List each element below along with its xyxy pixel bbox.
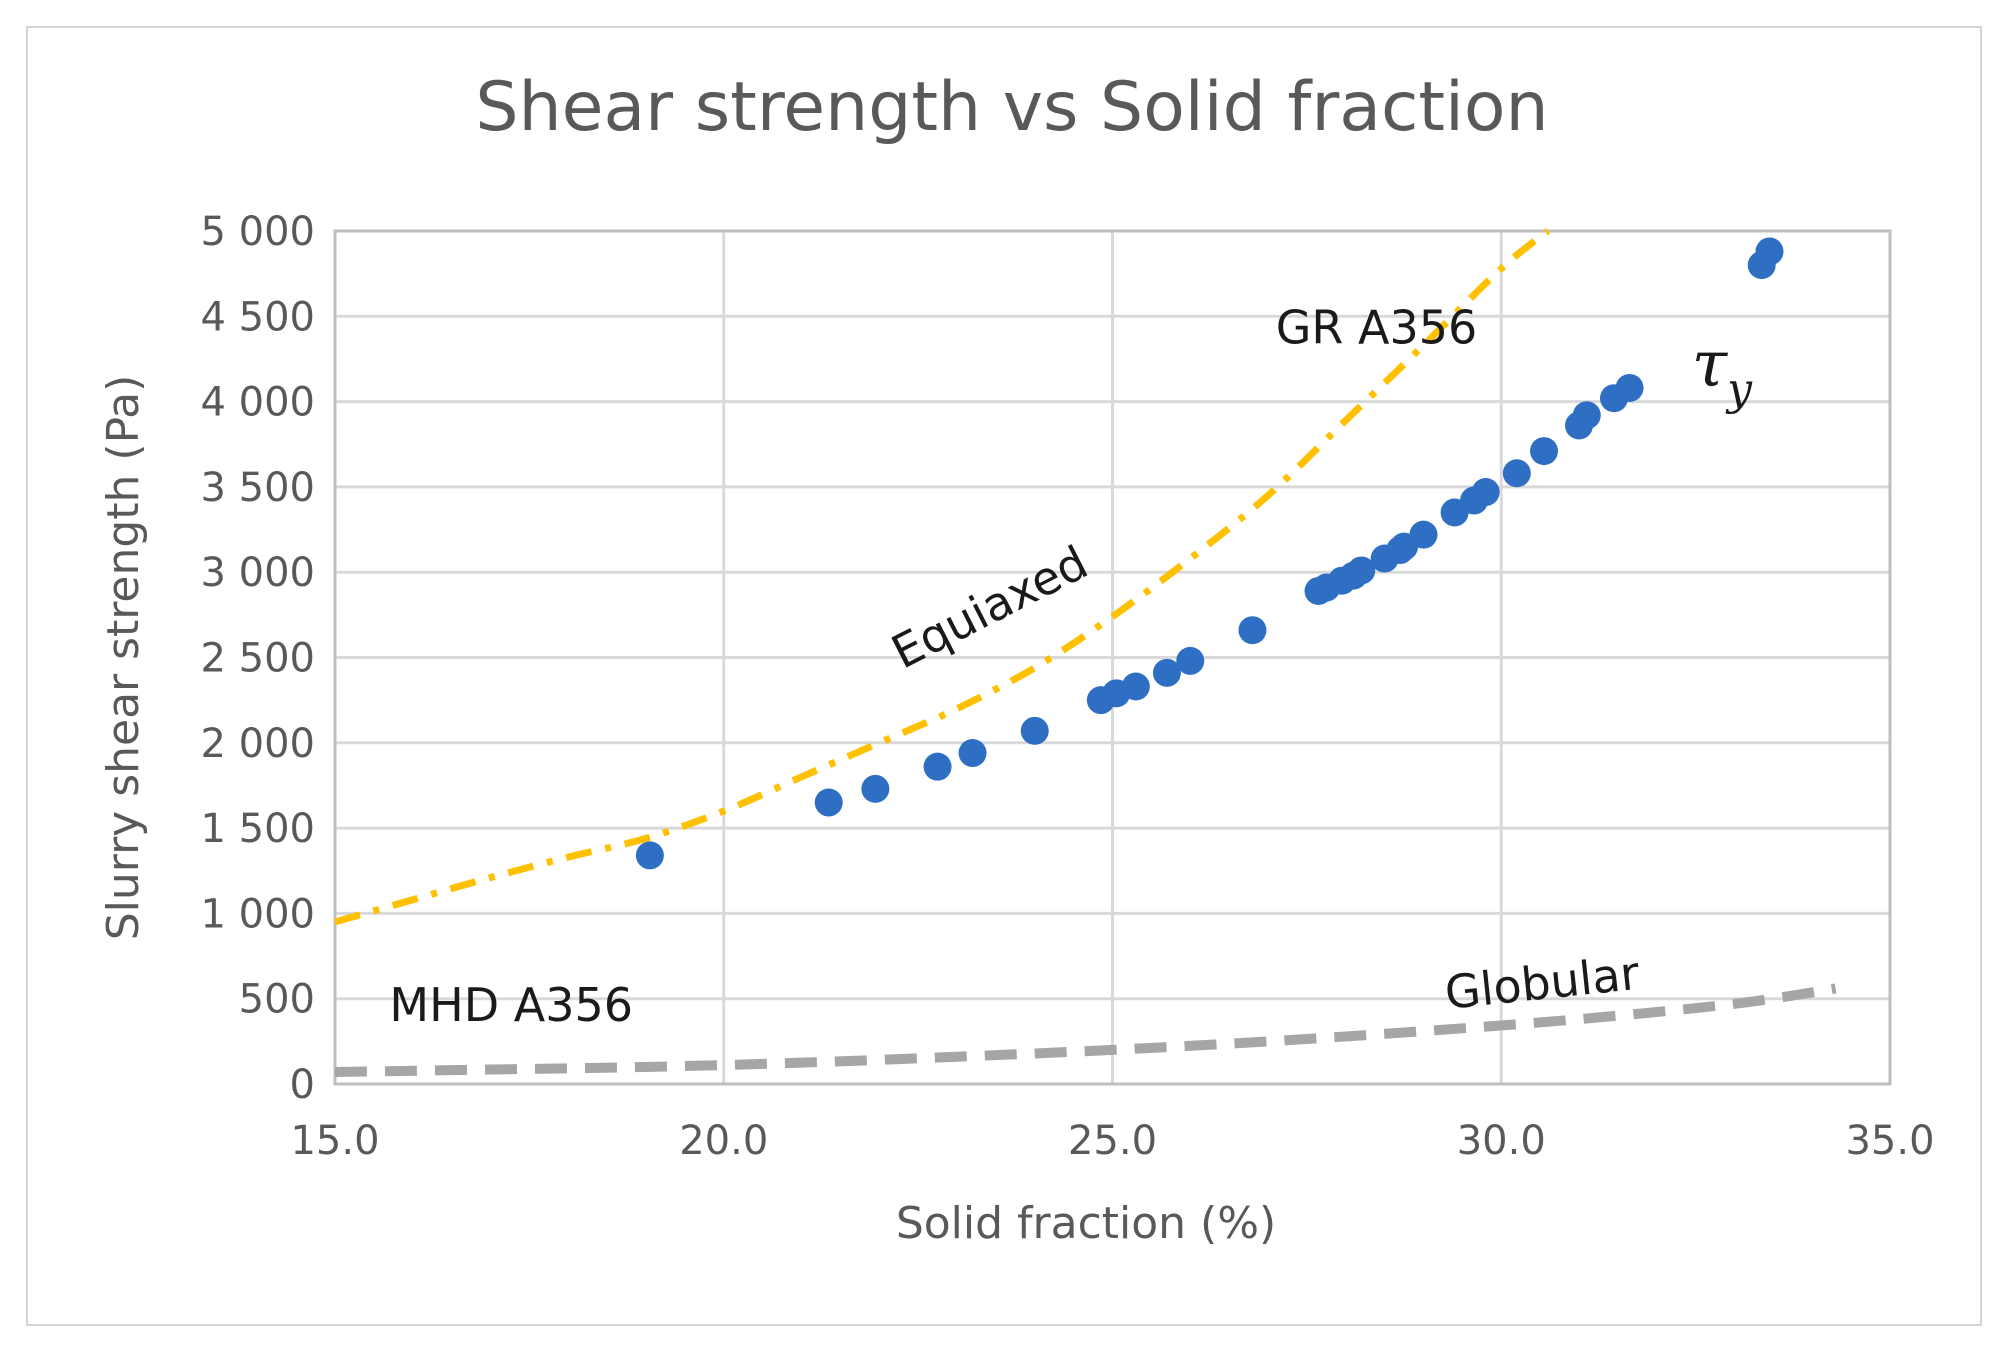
gr-equiaxed-curve: [334, 228, 1551, 926]
y-tick-label: 3 000: [200, 550, 315, 596]
chart-frame: Shear strength vs Solid fraction 0 500 1 0…: [26, 26, 1982, 1326]
data-point: [1755, 237, 1784, 266]
y-tick-label: 0: [290, 1062, 315, 1108]
plot-area-border: [333, 229, 1892, 1086]
fitted-curves: [334, 228, 1837, 1078]
chart-title: Shear strength vs Solid fraction: [475, 68, 1548, 147]
data-point: [1020, 716, 1049, 745]
annotation-gr-a356: GR A356: [1276, 301, 1478, 355]
x-tick-label: 15.0: [290, 1118, 379, 1164]
tick-labels: 0 500 1 000 1 500 2 000 2 500 3 000 3 500 4 000 4…: [200, 209, 1934, 1164]
y-tick-label: 4 000: [200, 380, 315, 426]
data-point: [1176, 646, 1205, 675]
data-point: [1572, 401, 1601, 430]
mhd-globular-curve: [334, 983, 1837, 1078]
x-tick-label: 30.0: [1457, 1118, 1546, 1164]
data-point: [1409, 520, 1438, 549]
y-tick-label: 5 000: [200, 209, 315, 255]
data-point: [923, 752, 952, 781]
data-points: [635, 237, 1784, 870]
data-point: [1347, 556, 1376, 585]
data-point: [1471, 478, 1500, 507]
tau-y-label: τy: [1692, 328, 1753, 415]
y-tick-label: 2 500: [200, 636, 315, 682]
x-tick-label: 35.0: [1845, 1118, 1934, 1164]
data-point: [1502, 459, 1531, 488]
y-tick-label: 4 500: [200, 294, 315, 340]
data-point: [1121, 672, 1150, 701]
annotation-globular: Globular: [1442, 946, 1641, 1020]
y-tick-label: 1 500: [200, 806, 315, 852]
data-point: [1530, 437, 1559, 466]
gridlines: [333, 229, 1892, 1086]
y-axis-title: Slurry shear strength (Pa): [98, 375, 149, 941]
y-tick-label: 3 500: [200, 465, 315, 511]
y-tick-label: 2 000: [200, 721, 315, 767]
data-point: [1615, 373, 1644, 402]
data-point: [814, 788, 843, 817]
x-tick-label: 20.0: [679, 1118, 768, 1164]
data-point: [1238, 616, 1267, 645]
data-point: [1152, 658, 1181, 687]
chart-svg: Shear strength vs Solid fraction 0 500 1 0…: [98, 68, 1935, 1249]
y-tick-label: 500: [239, 977, 315, 1023]
data-point: [861, 774, 890, 803]
data-point: [958, 739, 987, 768]
data-point: [635, 841, 664, 870]
x-tick-label: 25.0: [1068, 1118, 1157, 1164]
tau-subscript: y: [1725, 364, 1753, 415]
x-axis-title: Solid fraction (%): [896, 1198, 1276, 1249]
annotation-mhd-a356: MHD A356: [389, 978, 633, 1032]
y-tick-label: 1 000: [200, 891, 315, 937]
